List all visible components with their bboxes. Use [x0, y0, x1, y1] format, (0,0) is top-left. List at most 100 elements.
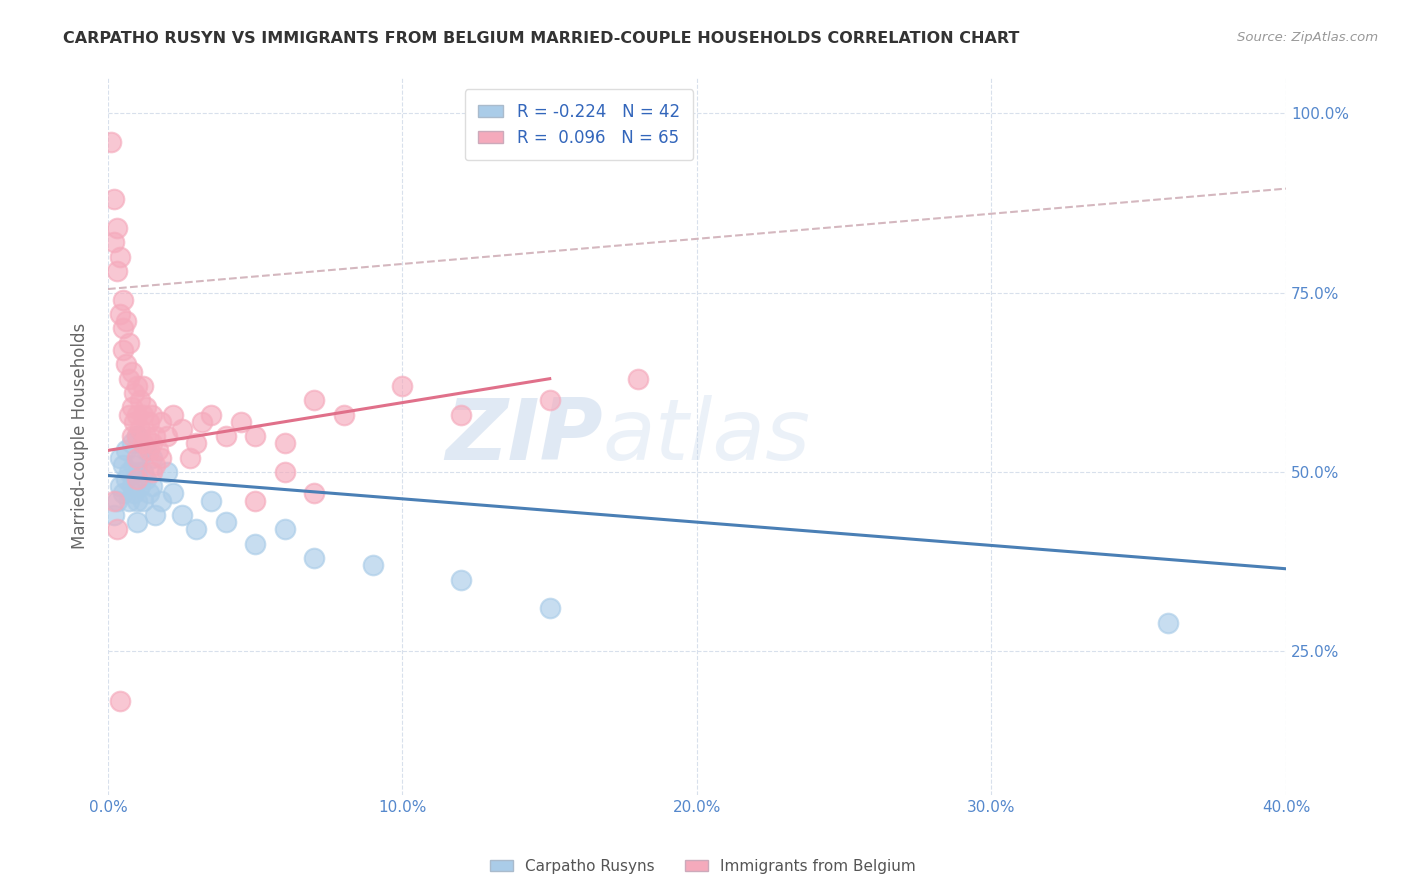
Point [117, 372, 139, 386]
Point [302, 486, 325, 500]
Text: atlas: atlas [603, 394, 811, 477]
Point [105, 522, 128, 536]
Point [127, 450, 149, 465]
Point [273, 465, 295, 479]
Point [162, 486, 184, 500]
Point [105, 221, 128, 235]
Text: ZIP: ZIP [446, 394, 603, 477]
Point [129, 479, 152, 493]
Point [100, 135, 122, 149]
Point [450, 408, 472, 422]
Point [129, 450, 152, 465]
Point [124, 458, 146, 472]
Point [117, 408, 139, 422]
Point [108, 307, 131, 321]
Point [1157, 615, 1180, 630]
Point [111, 486, 134, 500]
Point [141, 465, 163, 479]
Point [186, 436, 208, 450]
Point [121, 364, 143, 378]
Point [117, 465, 139, 479]
Point [150, 415, 173, 429]
Point [105, 493, 128, 508]
Point [156, 465, 179, 479]
Point [121, 401, 143, 415]
Point [121, 436, 143, 450]
Point [138, 443, 160, 458]
Point [450, 573, 472, 587]
Point [117, 335, 139, 350]
Point [141, 408, 163, 422]
Point [332, 408, 354, 422]
Point [143, 508, 166, 522]
Point [138, 415, 160, 429]
Point [132, 379, 155, 393]
Point [200, 408, 222, 422]
Point [105, 264, 128, 278]
Point [191, 415, 214, 429]
Point [538, 393, 561, 408]
Point [273, 436, 295, 450]
Point [302, 551, 325, 566]
Point [146, 443, 169, 458]
Point [124, 486, 146, 500]
Text: Source: ZipAtlas.com: Source: ZipAtlas.com [1237, 31, 1378, 45]
Point [162, 408, 184, 422]
Point [141, 450, 163, 465]
Legend: R = -0.224   N = 42, R =  0.096   N = 65: R = -0.224 N = 42, R = 0.096 N = 65 [465, 89, 693, 161]
Point [538, 601, 561, 615]
Point [135, 472, 157, 486]
Point [111, 343, 134, 357]
Point [108, 479, 131, 493]
Point [121, 429, 143, 443]
Point [114, 472, 136, 486]
Point [129, 393, 152, 408]
Point [103, 508, 125, 522]
Point [302, 393, 325, 408]
Point [127, 515, 149, 529]
Point [186, 522, 208, 536]
Point [245, 493, 267, 508]
Point [132, 493, 155, 508]
Point [129, 422, 152, 436]
Point [361, 558, 384, 573]
Point [132, 408, 155, 422]
Text: CARPATHO RUSYN VS IMMIGRANTS FROM BELGIUM MARRIED-COUPLE HOUSEHOLDS CORRELATION : CARPATHO RUSYN VS IMMIGRANTS FROM BELGIU… [63, 31, 1019, 46]
Point [103, 493, 125, 508]
Point [170, 508, 193, 522]
Point [229, 415, 252, 429]
Point [108, 694, 131, 708]
Point [627, 372, 650, 386]
Point [114, 314, 136, 328]
Point [200, 493, 222, 508]
Point [127, 493, 149, 508]
Point [215, 515, 238, 529]
Point [103, 235, 125, 250]
Point [127, 465, 149, 479]
Point [150, 450, 173, 465]
Point [127, 472, 149, 486]
Point [127, 408, 149, 422]
Point [156, 429, 179, 443]
Point [143, 458, 166, 472]
Point [114, 443, 136, 458]
Point [114, 357, 136, 371]
Point [138, 486, 160, 500]
Point [111, 321, 134, 335]
Point [111, 293, 134, 307]
Point [245, 536, 267, 550]
Point [273, 522, 295, 536]
Point [127, 429, 149, 443]
Point [132, 465, 155, 479]
Point [150, 493, 173, 508]
Point [170, 422, 193, 436]
Point [127, 429, 149, 443]
Point [135, 429, 157, 443]
Point [391, 379, 413, 393]
Point [103, 193, 125, 207]
Point [121, 479, 143, 493]
Point [135, 401, 157, 415]
Point [245, 429, 267, 443]
Point [111, 458, 134, 472]
Point [141, 479, 163, 493]
